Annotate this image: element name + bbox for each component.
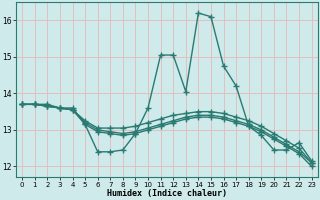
X-axis label: Humidex (Indice chaleur): Humidex (Indice chaleur): [107, 189, 227, 198]
